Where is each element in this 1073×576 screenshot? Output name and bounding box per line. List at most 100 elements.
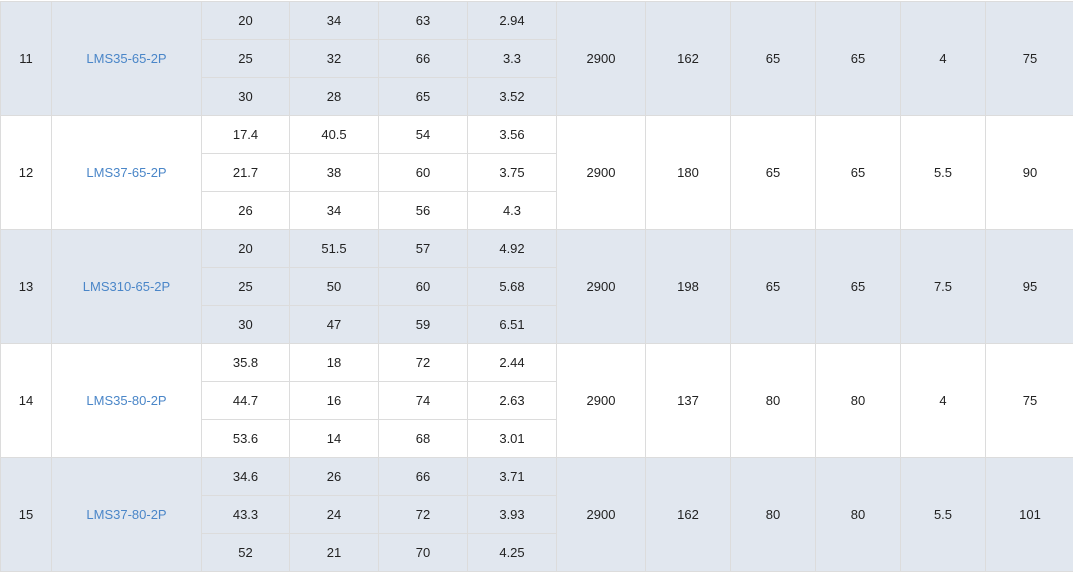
shaft-power-cell: 5.68 <box>468 268 557 306</box>
head-cell: 38 <box>290 154 379 192</box>
flow-cell: 52 <box>202 534 290 572</box>
head-cell: 34 <box>290 192 379 230</box>
outlet-cell: 80 <box>816 458 901 572</box>
flow-cell: 34.6 <box>202 458 290 496</box>
head-cell: 32 <box>290 40 379 78</box>
shaft-power-cell: 2.63 <box>468 382 557 420</box>
flow-cell: 17.4 <box>202 116 290 154</box>
head-cell: 34 <box>290 2 379 40</box>
motor-power-cell: 4 <box>901 2 986 116</box>
efficiency-cell: 68 <box>379 420 468 458</box>
speed-cell: 2900 <box>557 344 646 458</box>
row-number-cell: 11 <box>1 2 52 116</box>
value-cell: 162 <box>646 458 731 572</box>
flow-cell: 25 <box>202 40 290 78</box>
value-cell: 180 <box>646 116 731 230</box>
model-cell: LMS37-80-2P <box>52 458 202 572</box>
efficiency-cell: 70 <box>379 534 468 572</box>
shaft-power-cell: 3.71 <box>468 458 557 496</box>
flow-cell: 21.7 <box>202 154 290 192</box>
value-cell: 137 <box>646 344 731 458</box>
model-link[interactable]: LMS310-65-2P <box>83 279 170 294</box>
shaft-power-cell: 3.56 <box>468 116 557 154</box>
outlet-cell: 65 <box>816 230 901 344</box>
shaft-power-cell: 3.01 <box>468 420 557 458</box>
head-cell: 40.5 <box>290 116 379 154</box>
shaft-power-cell: 4.92 <box>468 230 557 268</box>
shaft-power-cell: 3.3 <box>468 40 557 78</box>
efficiency-cell: 63 <box>379 2 468 40</box>
model-cell: LMS310-65-2P <box>52 230 202 344</box>
head-cell: 16 <box>290 382 379 420</box>
outlet-cell: 65 <box>816 116 901 230</box>
row-number-cell: 14 <box>1 344 52 458</box>
inlet-cell: 65 <box>731 116 816 230</box>
flow-cell: 25 <box>202 268 290 306</box>
model-link[interactable]: LMS37-65-2P <box>86 165 166 180</box>
value-cell: 101 <box>986 458 1073 572</box>
value-cell: 90 <box>986 116 1073 230</box>
efficiency-cell: 59 <box>379 306 468 344</box>
value-cell: 75 <box>986 344 1073 458</box>
model-cell: LMS35-65-2P <box>52 2 202 116</box>
model-cell: LMS37-65-2P <box>52 116 202 230</box>
motor-power-cell: 5.5 <box>901 458 986 572</box>
motor-power-cell: 4 <box>901 344 986 458</box>
flow-cell: 30 <box>202 78 290 116</box>
model-link[interactable]: LMS37-80-2P <box>86 507 166 522</box>
shaft-power-cell: 4.3 <box>468 192 557 230</box>
speed-cell: 2900 <box>557 2 646 116</box>
outlet-cell: 65 <box>816 2 901 116</box>
shaft-power-cell: 3.93 <box>468 496 557 534</box>
inlet-cell: 65 <box>731 2 816 116</box>
efficiency-cell: 60 <box>379 154 468 192</box>
row-number-cell: 12 <box>1 116 52 230</box>
value-cell: 198 <box>646 230 731 344</box>
flow-cell: 30 <box>202 306 290 344</box>
row-number-cell: 13 <box>1 230 52 344</box>
flow-cell: 35.8 <box>202 344 290 382</box>
speed-cell: 2900 <box>557 116 646 230</box>
efficiency-cell: 72 <box>379 344 468 382</box>
shaft-power-cell: 4.25 <box>468 534 557 572</box>
value-cell: 162 <box>646 2 731 116</box>
efficiency-cell: 56 <box>379 192 468 230</box>
efficiency-cell: 54 <box>379 116 468 154</box>
flow-cell: 53.6 <box>202 420 290 458</box>
head-cell: 24 <box>290 496 379 534</box>
efficiency-cell: 66 <box>379 40 468 78</box>
row-number-cell: 15 <box>1 458 52 572</box>
efficiency-cell: 65 <box>379 78 468 116</box>
flow-cell: 44.7 <box>202 382 290 420</box>
head-cell: 28 <box>290 78 379 116</box>
head-cell: 21 <box>290 534 379 572</box>
efficiency-cell: 57 <box>379 230 468 268</box>
speed-cell: 2900 <box>557 230 646 344</box>
flow-cell: 20 <box>202 2 290 40</box>
model-link[interactable]: LMS35-65-2P <box>86 51 166 66</box>
value-cell: 75 <box>986 2 1073 116</box>
shaft-power-cell: 3.75 <box>468 154 557 192</box>
head-cell: 47 <box>290 306 379 344</box>
efficiency-cell: 72 <box>379 496 468 534</box>
motor-power-cell: 5.5 <box>901 116 986 230</box>
flow-cell: 43.3 <box>202 496 290 534</box>
head-cell: 14 <box>290 420 379 458</box>
inlet-cell: 80 <box>731 344 816 458</box>
efficiency-cell: 60 <box>379 268 468 306</box>
shaft-power-cell: 2.44 <box>468 344 557 382</box>
model-link[interactable]: LMS35-80-2P <box>86 393 166 408</box>
efficiency-cell: 66 <box>379 458 468 496</box>
head-cell: 26 <box>290 458 379 496</box>
shaft-power-cell: 3.52 <box>468 78 557 116</box>
outlet-cell: 80 <box>816 344 901 458</box>
speed-cell: 2900 <box>557 458 646 572</box>
shaft-power-cell: 2.94 <box>468 2 557 40</box>
head-cell: 50 <box>290 268 379 306</box>
inlet-cell: 80 <box>731 458 816 572</box>
